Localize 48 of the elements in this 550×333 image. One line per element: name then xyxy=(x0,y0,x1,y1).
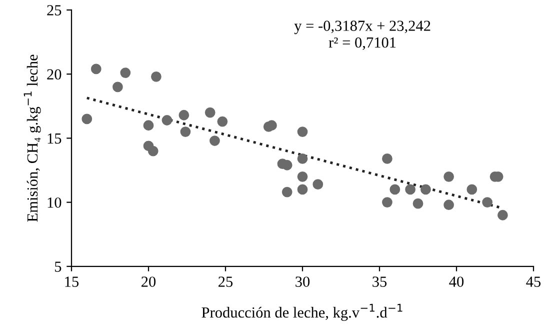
point xyxy=(466,184,478,195)
point xyxy=(297,126,308,137)
point xyxy=(405,184,416,195)
point xyxy=(178,110,190,120)
y-tick-label: 25 xyxy=(47,5,62,16)
point xyxy=(297,171,308,182)
y-tick-label: 15 xyxy=(48,133,62,144)
annotation: r² = 0,7101 xyxy=(328,37,396,50)
x-tick-label: 30 xyxy=(296,276,310,287)
point xyxy=(412,198,424,209)
point xyxy=(382,197,392,208)
point xyxy=(282,160,292,170)
point xyxy=(382,154,392,164)
x-axis-title: Producción de leche, kg.v$^{−1}$.d$^{−1}$ xyxy=(202,304,402,321)
point xyxy=(297,154,308,164)
point xyxy=(120,68,131,78)
point xyxy=(180,126,191,137)
point xyxy=(297,184,308,195)
point xyxy=(217,116,228,127)
point xyxy=(148,146,158,156)
x-tick-label: 25 xyxy=(218,276,233,287)
x-tick-label: 35 xyxy=(372,276,387,287)
point xyxy=(444,200,454,210)
x-tick-label: 15 xyxy=(65,276,79,287)
point xyxy=(82,114,92,124)
annotation: y = -0,3187x + 23,242 xyxy=(294,20,430,34)
x-tick-label: 40 xyxy=(449,276,464,287)
point xyxy=(90,64,102,74)
point xyxy=(312,179,324,190)
point xyxy=(482,197,492,208)
point xyxy=(210,136,220,146)
x-tick-label: 45 xyxy=(526,276,541,287)
point xyxy=(266,120,277,131)
point xyxy=(143,120,154,131)
point xyxy=(151,71,162,82)
point xyxy=(420,184,431,195)
y-tick-label: 5 xyxy=(55,262,62,272)
y-tick-label: 10 xyxy=(48,197,62,208)
y-axis-title: Emisión, CH₄ g.kg$^{−1}$ leche xyxy=(24,54,41,222)
point xyxy=(390,184,400,195)
point xyxy=(162,115,172,126)
point xyxy=(204,107,216,118)
point xyxy=(282,186,292,198)
x-tick-label: 20 xyxy=(142,276,156,287)
point xyxy=(444,171,454,182)
point xyxy=(498,210,508,220)
point xyxy=(112,82,123,92)
y-tick-label: 20 xyxy=(47,69,62,80)
